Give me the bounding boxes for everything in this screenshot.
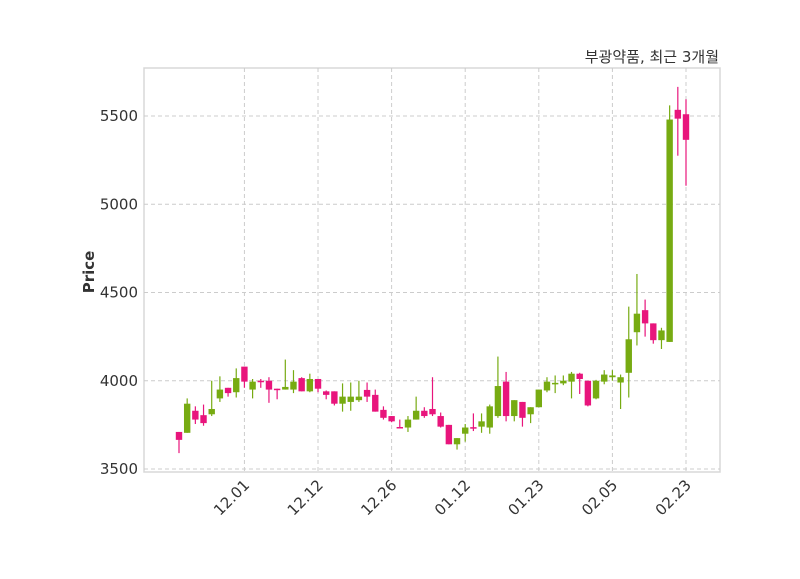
y-axis-label: Price (80, 251, 98, 294)
x-tick-label: 12.01 (210, 476, 253, 519)
y-tick-label: 3500 (100, 460, 138, 478)
candle-body-up (617, 377, 624, 383)
candle-body-up (609, 375, 616, 378)
candle-body-down (372, 394, 379, 412)
candle-body-down (388, 416, 395, 422)
candle-body-up (453, 438, 461, 445)
candle-body-up (306, 378, 314, 392)
candle-body-down (241, 366, 248, 382)
candle-body-up (216, 389, 224, 399)
candle-body-up (633, 313, 641, 333)
candle-body-up (355, 396, 363, 401)
candle-body-up (568, 373, 575, 382)
candle-body-down (175, 431, 183, 440)
candle-body-down (298, 378, 305, 392)
candle-body-up (601, 374, 608, 382)
candle-body-down (265, 380, 273, 390)
candle-body-up (625, 339, 632, 373)
candle-body-down (470, 427, 477, 429)
y-tick-label: 5000 (100, 195, 138, 213)
candle-body-down (502, 381, 510, 417)
candle-body-up (249, 381, 256, 390)
candle-body-down (576, 373, 583, 379)
candle-body-down (674, 109, 682, 119)
candle-body-down (429, 408, 436, 415)
candle-body-up (404, 419, 412, 428)
candle-body-up (339, 396, 346, 404)
chart-title: 부광약품, 최근 3개월 (585, 48, 719, 66)
candle-body-down (192, 410, 199, 420)
candle-body-up (560, 380, 567, 384)
candle-body-up (412, 410, 420, 420)
candle-body-down (682, 114, 690, 140)
candle-body-down (421, 410, 428, 417)
candle-body-down (200, 415, 207, 424)
candle-body-down (641, 310, 649, 324)
candle-body-down (363, 389, 371, 397)
candle-body-up (494, 386, 502, 417)
x-tick-label: 12.26 (357, 476, 400, 519)
x-axis: 12.01 12.12 12.26 01.12 01.23 02.05 02.23 (210, 476, 695, 519)
candle-body-down (445, 424, 453, 445)
y-tick-label: 4000 (100, 372, 138, 390)
candle-body-down (519, 401, 526, 418)
x-tick-label: 01.23 (505, 476, 548, 519)
candle-body-up (183, 403, 191, 433)
candle-body-down (314, 378, 322, 389)
candle-body-down (322, 391, 330, 395)
candle-body-up (511, 400, 518, 417)
y-tick-label: 5500 (100, 107, 138, 125)
candle-body-down (437, 416, 444, 427)
candle-body-down (257, 380, 264, 383)
candle-body-down (224, 387, 232, 394)
candle-body-up (347, 396, 354, 402)
candle-body-up (666, 119, 673, 342)
candle-body-up (290, 381, 297, 390)
candle-body-up (658, 330, 665, 341)
candle-body-up (527, 407, 534, 415)
x-tick-label: 01.12 (431, 476, 474, 519)
candle-body-up (543, 381, 551, 391)
x-tick-label: 02.23 (652, 476, 695, 519)
candle-body-up (233, 378, 240, 393)
x-tick-label: 12.12 (284, 476, 327, 519)
candle-body-down (273, 388, 281, 391)
y-tick-label: 4500 (100, 284, 138, 302)
candle-body-down (650, 323, 657, 341)
candle-body-up (486, 406, 493, 428)
candle-body-up (208, 408, 215, 415)
candle-body-down (396, 426, 403, 429)
candle-body-up (462, 427, 469, 434)
candle-body-up (592, 380, 600, 399)
x-tick-label: 02.05 (578, 476, 621, 519)
candle-body-down (380, 409, 387, 418)
candle-body-up (478, 421, 485, 427)
candle-body-up (282, 386, 289, 390)
y-axis: 3500 4000 4500 5000 5500 (100, 107, 138, 478)
candle-body-up (551, 382, 559, 385)
candle-body-down (331, 391, 338, 404)
candles (175, 86, 690, 454)
candle-body-up (535, 389, 543, 408)
candle-body-down (584, 380, 592, 406)
